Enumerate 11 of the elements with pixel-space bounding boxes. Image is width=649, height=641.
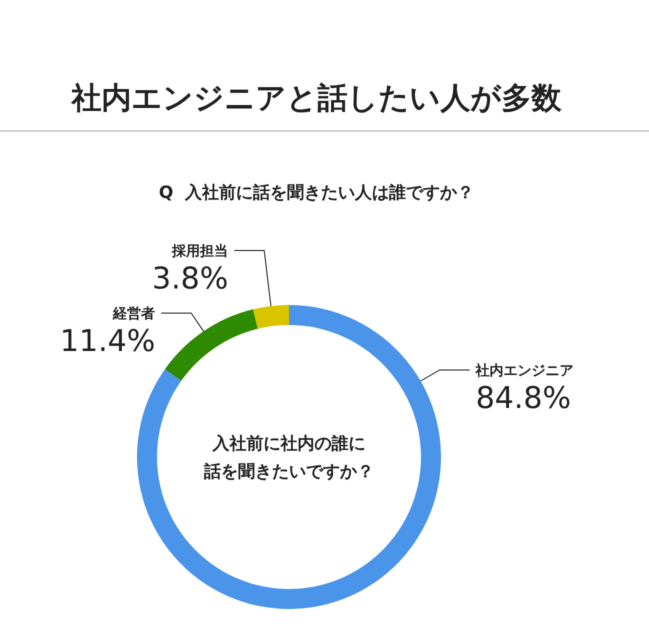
text: 入社前に社内の誰に話を聞きたいですか？ [203, 434, 374, 482]
donut-slice [253, 305, 289, 329]
chart-title: 社内エンジニアと話したい人が多数 [70, 81, 562, 116]
data-label: 11.4% [60, 324, 156, 360]
slice-label: 採用担当 [171, 243, 228, 260]
donut-slice [164, 309, 258, 381]
data-label: 84.8% [476, 381, 571, 416]
data-label: 3.8% [152, 261, 228, 296]
slice-label: 経営者 [112, 306, 156, 322]
chart-subtitle: Q 入社前に話を聞きたい人は誰ですか？ [158, 183, 474, 203]
slice-label: 社内エンジニア [474, 363, 574, 379]
